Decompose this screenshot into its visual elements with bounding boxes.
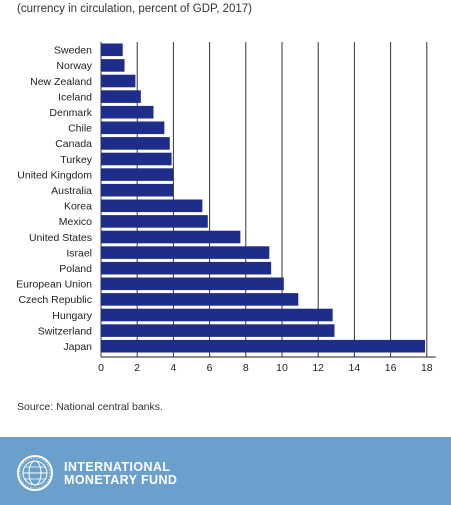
category-label: Turkey bbox=[60, 154, 92, 166]
bar-united-kingdom bbox=[101, 168, 174, 181]
chart-subtitle: (currency in circulation, percent of GDP… bbox=[17, 3, 253, 15]
bar-israel bbox=[101, 246, 270, 259]
category-label: Sweden bbox=[54, 45, 92, 57]
source-note: Source: National central banks. bbox=[17, 401, 163, 413]
bar-turkey bbox=[101, 152, 172, 166]
category-label: Canada bbox=[55, 138, 92, 150]
category-label: United Kingdom bbox=[17, 169, 92, 181]
bar-poland bbox=[101, 261, 272, 275]
bar-switzerland bbox=[101, 324, 335, 337]
bar-korea bbox=[101, 199, 203, 213]
category-label: Chile bbox=[68, 123, 92, 135]
bar-norway bbox=[101, 59, 125, 72]
bar-denmark bbox=[101, 105, 154, 119]
x-tick-label: 18 bbox=[421, 362, 433, 374]
bar-chart: Sweden Norway New Zealand Iceland Denmark Chi… bbox=[16, 42, 436, 374]
bar-australia bbox=[101, 183, 174, 197]
x-tick-label: 10 bbox=[276, 362, 288, 374]
bar-new-zealand bbox=[101, 74, 136, 88]
bar-european-union bbox=[101, 277, 284, 291]
category-label: Denmark bbox=[49, 107, 92, 119]
x-tick-label: 16 bbox=[385, 362, 397, 374]
category-label: Norway bbox=[56, 60, 92, 72]
org-line-1: INTERNATIONAL bbox=[64, 460, 171, 474]
category-label: Mexico bbox=[59, 216, 92, 228]
category-label: United States bbox=[29, 232, 92, 244]
org-line-2: MONETARY FUND bbox=[64, 473, 178, 487]
tick-labels: 0 2 4 6 8 10 12 14 16 18 bbox=[98, 362, 433, 374]
bar-czech-republic bbox=[101, 293, 299, 306]
category-label: Israel bbox=[66, 247, 92, 259]
bar-japan bbox=[101, 339, 425, 353]
category-label: Hungary bbox=[52, 310, 92, 322]
category-label: Switzerland bbox=[38, 325, 92, 337]
category-label: European Union bbox=[16, 279, 92, 291]
imf-footer: INTERNATIONAL MONETARY FUND bbox=[0, 437, 451, 505]
imf-seal-icon bbox=[17, 455, 53, 491]
category-labels: Sweden Norway New Zealand Iceland Denmark Chi… bbox=[16, 45, 93, 353]
x-tick-label: 12 bbox=[312, 362, 324, 374]
bar-chile bbox=[101, 121, 165, 135]
bar-united-states bbox=[101, 230, 241, 244]
x-tick-label: 6 bbox=[207, 362, 213, 374]
bars bbox=[101, 43, 425, 353]
category-label: Australia bbox=[51, 185, 92, 197]
bar-sweden bbox=[101, 43, 123, 57]
category-label: Korea bbox=[64, 201, 92, 213]
x-tick-label: 8 bbox=[243, 362, 249, 374]
x-tick-label: 2 bbox=[134, 362, 140, 374]
bar-canada bbox=[101, 137, 170, 150]
bar-iceland bbox=[101, 90, 141, 103]
x-tick-label: 0 bbox=[98, 362, 104, 374]
imf-wordmark: INTERNATIONAL MONETARY FUND bbox=[64, 461, 177, 487]
x-tick-label: 14 bbox=[349, 362, 361, 374]
category-label: New Zealand bbox=[30, 76, 92, 88]
category-label: Czech Republic bbox=[18, 294, 92, 306]
x-tick-label: 4 bbox=[170, 362, 176, 374]
category-label: Iceland bbox=[58, 91, 92, 103]
category-label: Poland bbox=[59, 263, 92, 275]
bar-mexico bbox=[101, 215, 208, 228]
bar-hungary bbox=[101, 308, 333, 322]
category-label: Japan bbox=[63, 341, 92, 353]
